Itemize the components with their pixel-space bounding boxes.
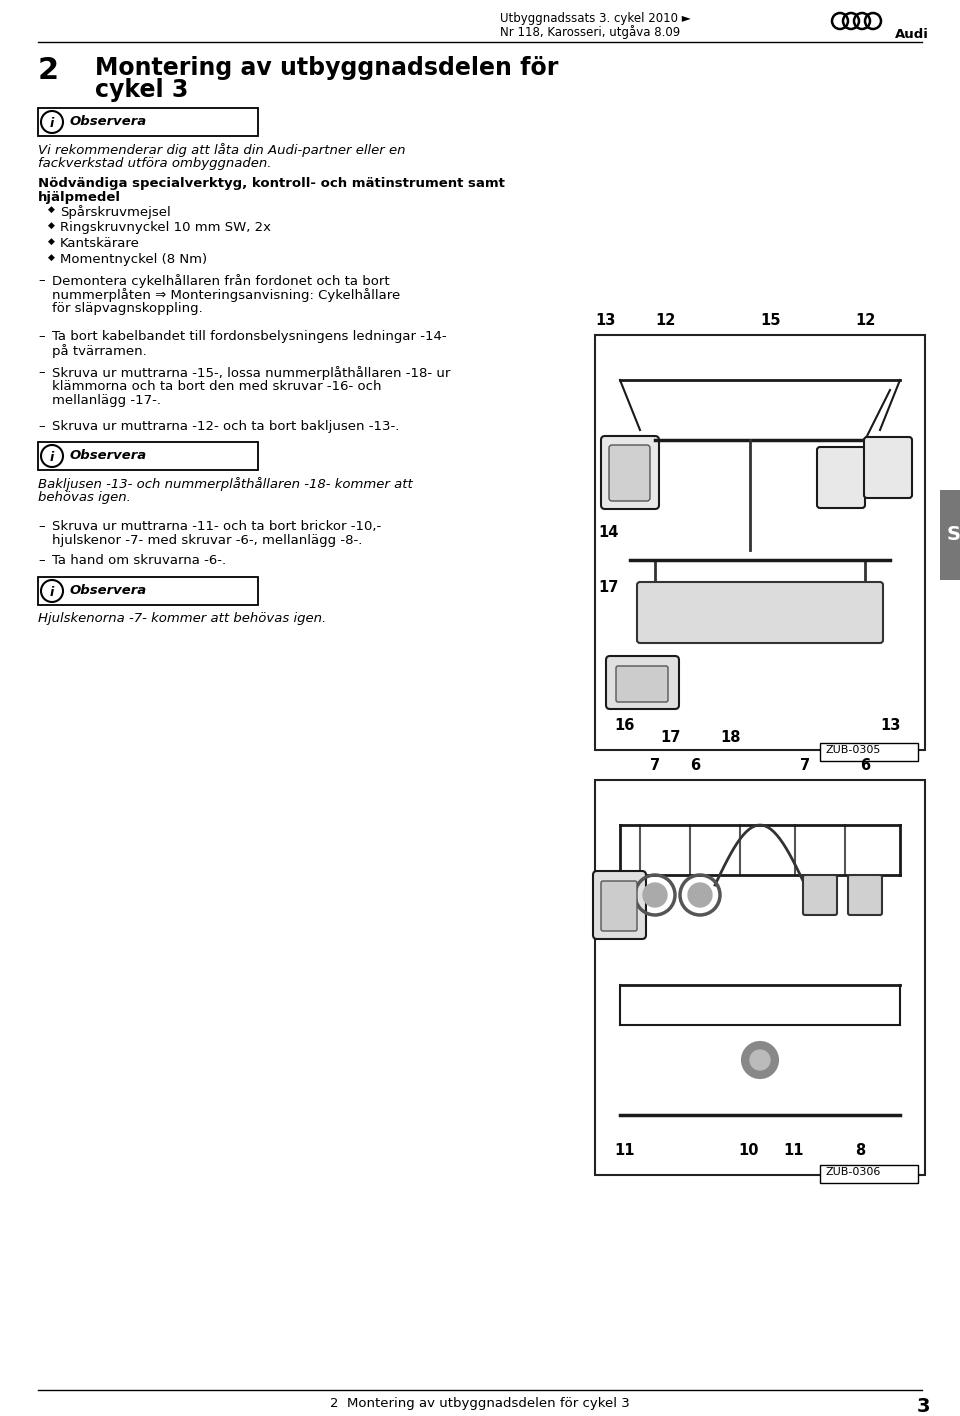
Text: ZUB-0306: ZUB-0306 [825,1167,880,1177]
Text: ◆: ◆ [48,236,55,246]
Text: 6: 6 [690,758,700,773]
Text: Hjulskenorna -7- kommer att behövas igen.: Hjulskenorna -7- kommer att behövas igen… [38,612,326,624]
Text: Ta bort kabelbandet till fordonsbelysningens ledningar -14-: Ta bort kabelbandet till fordonsbelysnin… [52,330,446,343]
FancyBboxPatch shape [864,438,912,498]
Bar [820,743,918,760]
FancyBboxPatch shape [593,871,646,939]
Text: Ringskruvnyckel 10 mm SW, 2x: Ringskruvnyckel 10 mm SW, 2x [60,221,271,234]
Text: 6: 6 [860,758,870,773]
Text: 12: 12 [655,313,676,329]
Text: i: i [50,586,54,599]
Text: 17: 17 [598,581,618,595]
Bar [595,780,925,1175]
Text: hjälpmedel: hjälpmedel [38,191,121,204]
Text: cykel 3: cykel 3 [95,78,188,102]
Circle shape [643,884,667,908]
Bar [595,336,925,750]
Text: 18: 18 [720,731,740,745]
Text: Skruva ur muttrarna -11- och ta bort brickor -10,-: Skruva ur muttrarna -11- och ta bort bri… [52,520,381,532]
Text: Momentnyckel (8 Nm): Momentnyckel (8 Nm) [60,253,207,266]
Text: fackverkstad utföra ombyggnaden.: fackverkstad utföra ombyggnaden. [38,157,272,170]
FancyBboxPatch shape [601,436,659,508]
Text: 12: 12 [855,313,876,329]
Text: i: i [50,452,54,464]
Text: ZUB-0305: ZUB-0305 [825,745,880,755]
Text: nummerplåten ⇒ Monteringsanvisning: Cykelhållare: nummerplåten ⇒ Monteringsanvisning: Cyke… [52,287,400,302]
Text: 16: 16 [614,718,635,733]
Text: –: – [38,330,44,343]
FancyBboxPatch shape [803,875,837,915]
Text: Skruva ur muttrarna -12- och ta bort bakljusen -13-.: Skruva ur muttrarna -12- och ta bort bak… [52,421,399,433]
Text: 15: 15 [760,313,780,329]
Text: ◆: ◆ [48,253,55,262]
Text: 17: 17 [660,731,681,745]
Circle shape [688,884,712,908]
Text: 14: 14 [598,525,618,539]
Text: behövas igen.: behövas igen. [38,491,131,504]
FancyBboxPatch shape [817,447,865,508]
Circle shape [750,1051,770,1070]
Text: Nödvändiga specialverktyg, kontroll- och mätinstrument samt: Nödvändiga specialverktyg, kontroll- och… [38,177,505,190]
Text: –: – [38,520,44,532]
Bar [38,108,258,136]
Text: Observera: Observera [70,583,147,598]
FancyBboxPatch shape [616,666,668,702]
Text: i: i [50,118,54,130]
Text: ◆: ◆ [48,221,55,229]
Text: –: – [38,275,44,287]
Text: –: – [38,554,44,566]
Text: Ta hand om skruvarna -6-.: Ta hand om skruvarna -6-. [52,554,227,566]
Text: 2  Montering av utbyggnadsdelen för cykel 3: 2 Montering av utbyggnadsdelen för cykel… [330,1398,630,1410]
Text: på tvärramen.: på tvärramen. [52,344,147,358]
FancyBboxPatch shape [601,881,637,930]
Text: ◆: ◆ [48,205,55,214]
Text: 11: 11 [783,1143,804,1158]
Text: Observera: Observera [70,449,147,462]
Text: Montering av utbyggnadsdelen för: Montering av utbyggnadsdelen för [95,57,559,79]
Bar [38,442,258,470]
FancyBboxPatch shape [848,875,882,915]
FancyBboxPatch shape [637,582,883,643]
Text: Vi rekommenderar dig att låta din Audi-partner eller en: Vi rekommenderar dig att låta din Audi-p… [38,143,405,157]
Text: 13: 13 [595,313,615,329]
Text: Skruva ur muttrarna -15-, lossa nummerplåthållaren -18- ur: Skruva ur muttrarna -15-, lossa nummerpl… [52,365,450,379]
Bar [38,576,258,605]
Text: Bakljusen -13- och nummerplåthållaren -18- kommer att: Bakljusen -13- och nummerplåthållaren -1… [38,477,413,491]
Text: Audi: Audi [895,28,929,41]
Text: 11: 11 [614,1143,635,1158]
Text: hjulskenor -7- med skruvar -6-, mellanlägg -8-.: hjulskenor -7- med skruvar -6-, mellanlä… [52,534,362,547]
Text: 2: 2 [38,57,60,85]
Text: S: S [947,525,960,545]
Text: mellanlägg -17-.: mellanlägg -17-. [52,394,161,406]
Circle shape [742,1042,778,1078]
Text: 13: 13 [880,718,900,733]
Bar [940,490,960,581]
Text: Spårskruvmejsel: Spårskruvmejsel [60,205,171,219]
Text: Demontera cykelhållaren från fordonet och ta bort: Demontera cykelhållaren från fordonet oc… [52,275,390,287]
Text: 7: 7 [650,758,660,773]
Text: Nr 118, Karosseri, utgåva 8.09: Nr 118, Karosseri, utgåva 8.09 [500,25,681,40]
Text: för släpvagnskoppling.: för släpvagnskoppling. [52,302,203,314]
Text: 3: 3 [917,1398,930,1416]
Text: Observera: Observera [70,115,147,127]
Text: –: – [38,421,44,433]
Text: Utbyggnadssats 3. cykel 2010 ►: Utbyggnadssats 3. cykel 2010 ► [500,11,691,25]
FancyBboxPatch shape [609,445,650,501]
Text: Kantskärare: Kantskärare [60,236,140,251]
Text: 10: 10 [738,1143,758,1158]
Text: 7: 7 [800,758,810,773]
Text: 8: 8 [855,1143,865,1158]
Text: klämmorna och ta bort den med skruvar -16- och: klämmorna och ta bort den med skruvar -1… [52,379,381,394]
Text: –: – [38,365,44,379]
FancyBboxPatch shape [606,656,679,709]
Bar [820,1165,918,1182]
